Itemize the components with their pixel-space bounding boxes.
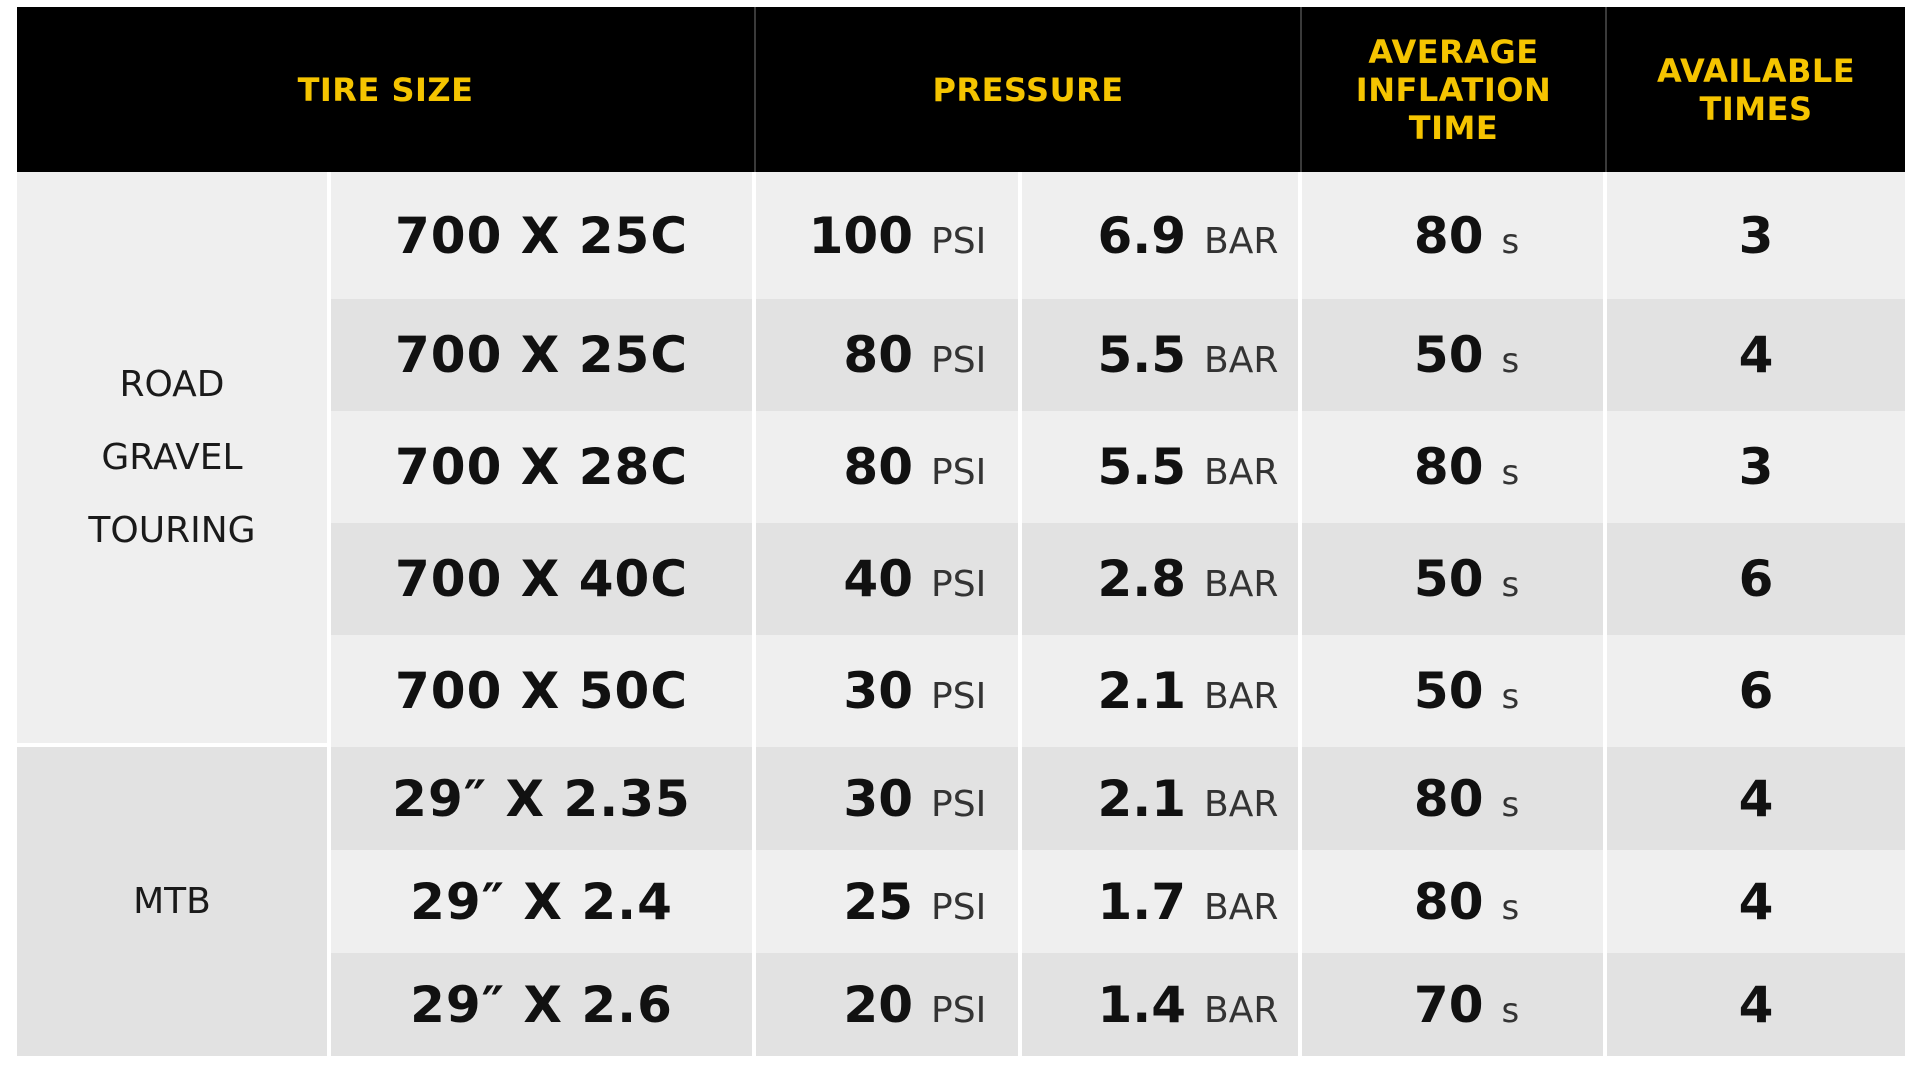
tire-pressure-table: TIRE SIZE PRESSURE AVERAGE INFLATION TIM…: [17, 7, 1906, 1056]
psi-cell: 40 PSI: [756, 523, 1023, 635]
bar-cell: 5.5 BAR: [1022, 299, 1303, 411]
psi-cell: 80 PSI: [756, 411, 1023, 523]
header-average-inflation-time: AVERAGE INFLATION TIME: [1302, 7, 1608, 172]
available-times-cell: 4: [1607, 299, 1906, 411]
bar-cell: 1.4 BAR: [1022, 953, 1303, 1056]
table-row: 700 X 40C 40 PSI 2.8 BAR 50 s 6: [17, 523, 1906, 635]
available-times-cell: 6: [1607, 635, 1906, 747]
header-tire-size: TIRE SIZE: [17, 7, 757, 172]
tire-size-cell: 700 X 25C: [331, 299, 757, 411]
tire-size-cell: 700 X 28C: [331, 411, 757, 523]
available-times-cell: 3: [1607, 411, 1906, 523]
psi-cell: 30 PSI: [756, 635, 1023, 747]
bar-cell: 1.7 BAR: [1022, 850, 1303, 953]
inflation-time-cell: 50 s: [1302, 523, 1608, 635]
tire-size-cell: 29″ X 2.6: [331, 953, 757, 1056]
available-times-cell: 6: [1607, 523, 1906, 635]
header-pressure: PRESSURE: [756, 7, 1303, 172]
category-mtb: MTB: [17, 747, 331, 1056]
inflation-time-cell: 70 s: [1302, 953, 1608, 1056]
bar-cell: 2.1 BAR: [1022, 747, 1303, 850]
psi-cell: 20 PSI: [756, 953, 1023, 1056]
inflation-time-cell: 80 s: [1302, 850, 1608, 953]
available-times-cell: 4: [1607, 953, 1906, 1056]
tire-size-cell: 29″ X 2.4: [331, 850, 757, 953]
inflation-time-cell: 80 s: [1302, 172, 1608, 299]
available-times-cell: 3: [1607, 172, 1906, 299]
table-row: 700 X 25C 80 PSI 5.5 BAR 50 s 4: [17, 299, 1906, 411]
inflation-time-cell: 80 s: [1302, 411, 1608, 523]
psi-cell: 30 PSI: [756, 747, 1023, 850]
table-row: 700 X 50C 30 PSI 2.1 BAR 50 s 6: [17, 635, 1906, 747]
category-road-gravel-touring: ROAD GRAVEL TOURING: [17, 172, 331, 747]
table-row: 29″ X 2.4 25 PSI 1.7 BAR 80 s 4: [17, 850, 1906, 953]
bar-cell: 2.1 BAR: [1022, 635, 1303, 747]
psi-cell: 25 PSI: [756, 850, 1023, 953]
tire-size-cell: 700 X 25C: [331, 172, 757, 299]
bar-cell: 5.5 BAR: [1022, 411, 1303, 523]
tire-pressure-table-wrapper: TIRE SIZE PRESSURE AVERAGE INFLATION TIM…: [17, 7, 1906, 1067]
inflation-time-cell: 50 s: [1302, 635, 1608, 747]
table-row: 29″ X 2.6 20 PSI 1.4 BAR 70 s 4: [17, 953, 1906, 1056]
tire-size-cell: 700 X 50C: [331, 635, 757, 747]
available-times-cell: 4: [1607, 747, 1906, 850]
table-row: ROAD GRAVEL TOURING 700 X 25C 100 PSI 6.9…: [17, 172, 1906, 747]
table-row: 700 X 28C 80 PSI 5.5 BAR 80 s 3: [17, 411, 1906, 523]
inflation-time-cell: 80 s: [1302, 747, 1608, 850]
tire-size-cell: 700 X 40C: [331, 523, 757, 635]
bar-cell: 6.9 BAR: [1022, 172, 1303, 299]
psi-cell: 80 PSI: [756, 299, 1023, 411]
bar-cell: 2.8 BAR: [1022, 523, 1303, 635]
table-row: MTB 29″ X 2.35 30 PSI 2.1 BAR 80 s 4: [17, 747, 1906, 1056]
psi-cell: 100 PSI: [756, 172, 1023, 299]
table-header: TIRE SIZE PRESSURE AVERAGE INFLATION TIM…: [17, 7, 1906, 172]
inflation-time-cell: 50 s: [1302, 299, 1608, 411]
table-body: ROAD GRAVEL TOURING 700 X 25C 100 PSI 6.9…: [17, 172, 1906, 1056]
available-times-cell: 4: [1607, 850, 1906, 953]
header-available-times: AVAILABLE TIMES: [1607, 7, 1906, 172]
tire-size-cell: 29″ X 2.35: [331, 747, 757, 850]
